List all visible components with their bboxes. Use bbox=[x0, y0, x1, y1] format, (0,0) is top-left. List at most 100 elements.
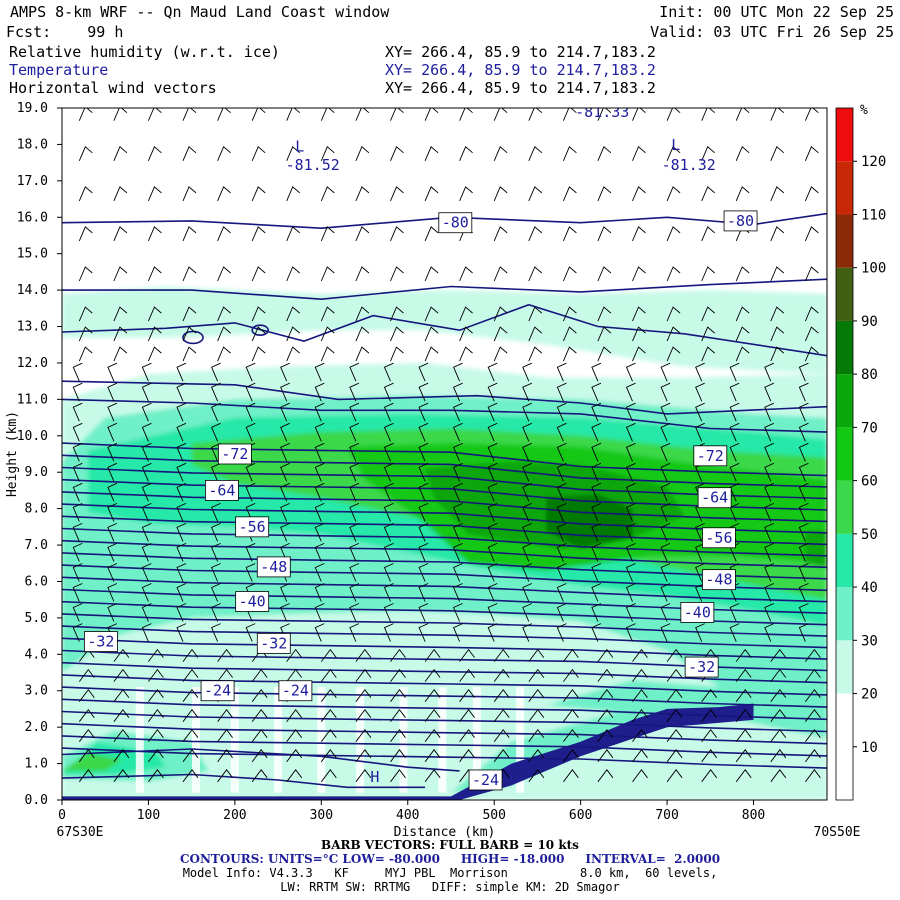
wind-barb bbox=[280, 603, 290, 622]
wind-barb bbox=[390, 186, 404, 202]
wind-barb bbox=[107, 442, 118, 462]
wind-barb bbox=[729, 482, 740, 502]
wind-barb bbox=[522, 623, 532, 642]
wind-barb bbox=[355, 668, 372, 682]
contour-label: -24 bbox=[472, 771, 499, 789]
wind-barb bbox=[729, 623, 740, 642]
wind-barb bbox=[597, 346, 612, 362]
wind-barb bbox=[320, 146, 335, 161]
wind-barb bbox=[349, 563, 360, 582]
white-streak bbox=[191, 687, 200, 793]
wind-barb bbox=[182, 769, 199, 783]
field-name-temperature: Temperature bbox=[9, 61, 109, 79]
wind-barb bbox=[113, 749, 130, 763]
temperature-contour bbox=[62, 380, 827, 415]
wind-barb bbox=[522, 583, 532, 602]
wind-barb bbox=[141, 362, 152, 382]
wind-barb bbox=[390, 346, 404, 362]
wind-barb bbox=[390, 728, 406, 742]
wind-barb bbox=[176, 583, 187, 602]
temperature-contour bbox=[62, 661, 827, 684]
wind-barb bbox=[666, 749, 683, 763]
wind-barb bbox=[528, 648, 545, 662]
wind-barb bbox=[591, 603, 602, 622]
wind-barb bbox=[355, 326, 370, 342]
wind-barb bbox=[701, 688, 718, 702]
wind-barb bbox=[280, 402, 290, 422]
extremum-label: L bbox=[295, 138, 304, 156]
wind-barb bbox=[556, 482, 567, 502]
wind-barb bbox=[522, 442, 532, 462]
wind-barb bbox=[418, 603, 429, 622]
wind-barb bbox=[217, 306, 231, 322]
wind-barb bbox=[770, 769, 787, 783]
wind-barb bbox=[597, 306, 612, 322]
wind-barb bbox=[701, 186, 715, 202]
temperature-contour bbox=[62, 722, 827, 745]
wind-barb bbox=[562, 186, 577, 202]
wind-barb bbox=[764, 402, 774, 422]
forecast-hour: Fcst: 99 h bbox=[6, 23, 124, 41]
wind-barb bbox=[176, 603, 187, 622]
wind-barb bbox=[211, 362, 221, 382]
wind-barb bbox=[148, 769, 164, 783]
wind-barb bbox=[148, 728, 164, 742]
wind-barb bbox=[355, 769, 372, 783]
wind-barb bbox=[148, 648, 164, 662]
wind-barb bbox=[666, 688, 683, 702]
wind-barb bbox=[459, 186, 473, 202]
wind-barb bbox=[390, 668, 406, 682]
wind-barb bbox=[211, 583, 221, 602]
wind-barb bbox=[148, 708, 164, 722]
wind-barb bbox=[804, 346, 819, 362]
wind-barb bbox=[632, 728, 648, 742]
wind-barb bbox=[418, 482, 429, 502]
wind-barb bbox=[660, 482, 671, 502]
colorbar-segment bbox=[836, 587, 853, 641]
wind-barb bbox=[72, 482, 83, 502]
wind-barb bbox=[383, 623, 394, 642]
wind-barb bbox=[695, 362, 705, 382]
wind-barb bbox=[805, 728, 821, 742]
wind-barb bbox=[72, 402, 83, 422]
wind-barb bbox=[251, 186, 266, 202]
wind-barb bbox=[383, 542, 394, 562]
wind-barb bbox=[660, 502, 671, 522]
wind-barb bbox=[695, 563, 705, 582]
wind-barb bbox=[764, 583, 774, 602]
wind-barb bbox=[735, 186, 750, 202]
wind-barb bbox=[113, 728, 130, 742]
wind-barb bbox=[141, 382, 152, 402]
wind-barb bbox=[563, 648, 579, 662]
wind-barb bbox=[72, 442, 83, 462]
colorbar-label: 90 bbox=[861, 314, 878, 330]
wind-barb bbox=[176, 442, 187, 462]
y-tick-label: 12.0 bbox=[17, 356, 48, 371]
wind-barb bbox=[217, 346, 231, 362]
x-tick-label: 200 bbox=[223, 808, 246, 823]
contour-label-box bbox=[235, 516, 270, 538]
wind-barb bbox=[211, 442, 221, 462]
wind-barb bbox=[383, 422, 394, 442]
wind-barb bbox=[695, 402, 705, 422]
colorbar-segment bbox=[836, 214, 853, 268]
wind-barb bbox=[798, 502, 809, 522]
wind-barb bbox=[217, 749, 233, 763]
x-tick-label: 400 bbox=[396, 808, 419, 823]
wind-barb bbox=[666, 769, 683, 783]
wind-barb bbox=[625, 563, 636, 582]
wind-barb bbox=[390, 226, 404, 242]
wind-barb bbox=[528, 728, 545, 742]
wind-barb bbox=[390, 648, 406, 662]
wind-barb bbox=[695, 522, 705, 542]
wind-barb bbox=[424, 688, 441, 702]
wind-barb bbox=[798, 462, 809, 482]
y-tick-label: 5.0 bbox=[25, 611, 48, 626]
wind-barb bbox=[72, 462, 83, 482]
wind-barb bbox=[280, 422, 290, 442]
wind-barb bbox=[453, 502, 463, 522]
wind-barb bbox=[453, 382, 463, 402]
wind-barb bbox=[78, 749, 95, 763]
wind-barb bbox=[770, 749, 787, 763]
wind-barb bbox=[424, 346, 439, 362]
